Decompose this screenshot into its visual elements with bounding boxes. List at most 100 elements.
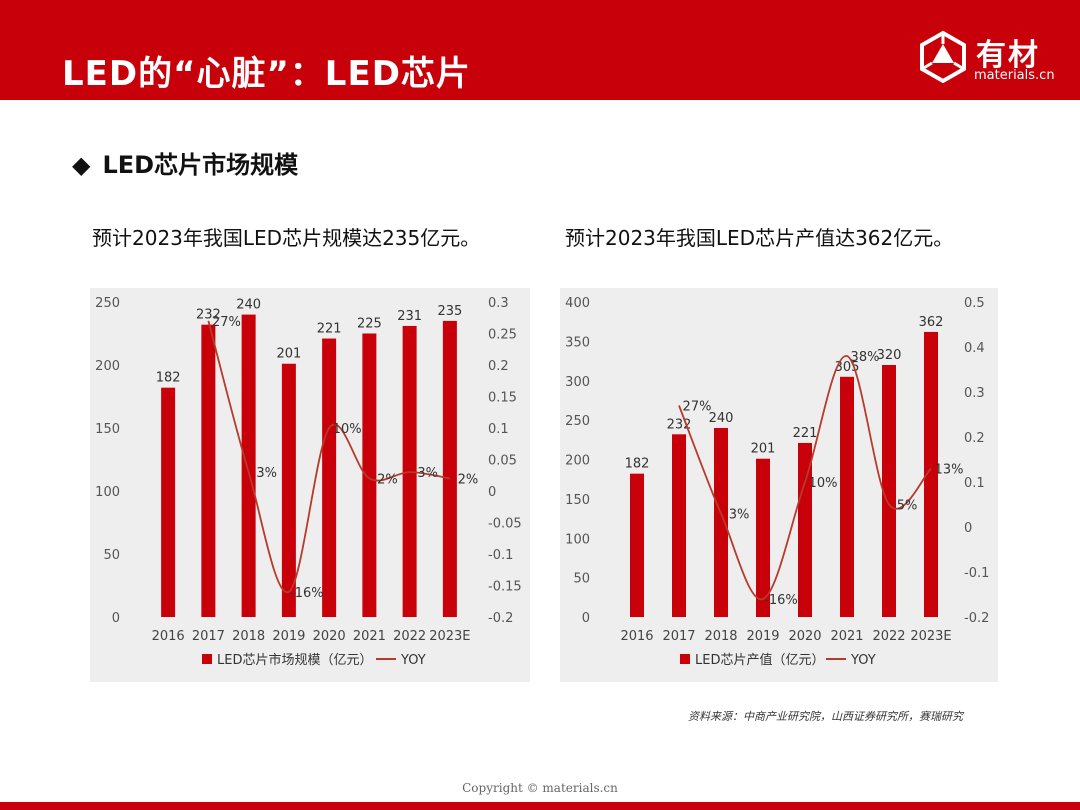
diamond-bullet-icon: ◆: [72, 151, 91, 179]
bar: [322, 338, 337, 617]
y-axis-tick-label: 400: [565, 296, 590, 311]
bar: [442, 320, 457, 617]
y2-axis-tick-label: 0.2: [488, 359, 509, 374]
right-chart: 0 50 100 150 200 250 300 350 400 -0.2 -0.1 0 0.1 0.2 0…: [565, 296, 989, 668]
y-axis-tick-label: 300: [565, 375, 590, 390]
section-heading: ◆ LED芯片市场规模: [72, 145, 298, 180]
x-axis-tick-label: 2023E: [910, 629, 951, 644]
footer-bar: [0, 802, 1080, 810]
logo: 有材 materials.cn: [916, 28, 1056, 88]
right-chart-panel: 0 50 100 150 200 250 300 350 400 -0.2 -0.1 0 0.1 0.2 0…: [560, 288, 998, 682]
bar: [630, 473, 644, 617]
bar-value-label: 362: [919, 315, 944, 330]
y2-axis-tick-label: -0.05: [488, 517, 522, 532]
bar: [161, 387, 176, 617]
header-bar: LED的“心脏”：LED芯片 有材 materials.cn: [0, 0, 1080, 100]
y2-axis-tick-label: 0: [964, 521, 972, 536]
y2-axis-tick-label: 0.3: [488, 296, 509, 311]
logo-subtext: materials.cn: [974, 68, 1055, 83]
copyright-text: Copyright © materials.cn: [462, 781, 618, 795]
legend-bar-label: LED芯片市场规模（亿元）: [217, 652, 372, 668]
legend-line-label: YOY: [400, 653, 426, 668]
y2-axis-tick-label: 0.4: [964, 341, 985, 356]
x-axis-tick-label: 2018: [232, 629, 265, 644]
yoy-data-label: 3%: [256, 466, 277, 481]
section-title-text: LED芯片市场规模: [102, 151, 299, 179]
x-axis-tick-label: 2019: [272, 629, 305, 644]
x-axis-tick-label: 2022: [872, 629, 905, 644]
yoy-data-label: 3%: [729, 508, 750, 523]
logo-icon: [920, 30, 966, 84]
y2-axis-tick-label: 0: [488, 485, 496, 500]
bar-value-label: 235: [437, 304, 462, 319]
x-axis-tick-label: 2018: [704, 629, 737, 644]
yoy-data-label: 2%: [458, 472, 479, 487]
y2-axis-tick-label: -0.1: [964, 566, 989, 581]
y-axis-tick-label: 350: [565, 335, 590, 350]
y2-axis-tick-label: 0.2: [964, 431, 985, 446]
x-axis-tick-label: 2020: [313, 629, 346, 644]
yoy-data-label: 2%: [377, 472, 398, 487]
y-axis-tick-label: 200: [565, 454, 590, 469]
y-axis-tick-label: 100: [565, 532, 590, 547]
yoy-data-label: 10%: [333, 422, 362, 437]
bar-value-label: 182: [156, 371, 181, 386]
x-axis-tick-label: 2016: [620, 629, 653, 644]
yoy-data-label: 27%: [212, 315, 241, 330]
bar: [281, 363, 296, 617]
y2-axis-tick-label: 0.15: [488, 391, 517, 406]
y2-axis-tick-label: 0.5: [964, 296, 985, 311]
left-chart-panel: 0 50 100 150 200 250 -0.2 -0.15 -0.1 -0.05 0 0.05 0.…: [90, 288, 530, 682]
bar-value-label: 201: [276, 347, 301, 362]
y2-axis-tick-label: -0.2: [488, 611, 513, 626]
yoy-series-line: [678, 355, 932, 600]
left-chart: 0 50 100 150 200 250 -0.2 -0.15 -0.1 -0.05 0 0.05 0.…: [95, 296, 522, 668]
bar: [882, 365, 896, 617]
x-axis-tick-label: 2020: [788, 629, 821, 644]
y2-axis-tick-label: 0.1: [964, 476, 985, 491]
y2-axis-tick-label: -0.15: [488, 580, 522, 595]
yoy-data-label: 3%: [417, 466, 438, 481]
yoy-data-label: -16%: [764, 593, 798, 608]
y-axis-tick-label: 0: [582, 611, 590, 626]
bar-value-label: 320: [877, 348, 902, 363]
bar-value-label: 182: [625, 457, 650, 472]
bar: [840, 376, 854, 617]
x-axis-tick-label: 2017: [662, 629, 695, 644]
y2-axis-tick-label: 0.25: [488, 328, 517, 343]
y2-axis-tick-label: 0.1: [488, 422, 509, 437]
y-axis-tick-label: 250: [565, 414, 590, 429]
bar-value-label: 221: [317, 322, 342, 337]
x-axis-tick-label: 2019: [746, 629, 779, 644]
y2-axis-tick-label: 0.05: [488, 454, 517, 469]
y2-axis-tick-label: 0.3: [964, 386, 985, 401]
x-axis-tick-label: 2023E: [429, 629, 470, 644]
bar-value-label: 232: [196, 308, 221, 323]
yoy-data-label: 27%: [683, 400, 712, 415]
bar: [798, 442, 812, 617]
bar: [362, 333, 377, 617]
yoy-data-label: 38%: [851, 350, 880, 365]
bar: [924, 331, 938, 617]
yoy-data-label: 10%: [809, 476, 838, 491]
bar-value-label: 240: [709, 411, 734, 426]
y-axis-tick-label: 250: [95, 296, 120, 311]
bar: [201, 324, 216, 617]
x-axis-tick-label: 2022: [393, 629, 426, 644]
yoy-data-label: -16%: [290, 586, 324, 601]
page-title: LED的“心脏”：LED芯片: [62, 54, 471, 94]
yoy-series-line: [207, 320, 451, 593]
y-axis-tick-label: 200: [95, 359, 120, 374]
bar: [672, 434, 686, 617]
y-axis-tick-label: 50: [103, 548, 120, 563]
source-note: 资料来源：中商产业研究院，山西证券研究所，赛瑞研究: [688, 710, 963, 723]
bar: [756, 458, 770, 617]
bar: [714, 428, 728, 617]
legend-bar-swatch: [202, 654, 212, 664]
x-axis-tick-label: 2016: [152, 629, 185, 644]
x-axis-tick-label: 2017: [192, 629, 225, 644]
y2-axis-tick-label: -0.1: [488, 548, 513, 563]
x-axis-tick-label: 2021: [830, 629, 863, 644]
yoy-data-label: 13%: [935, 463, 964, 478]
bar-value-label: 221: [793, 426, 818, 441]
